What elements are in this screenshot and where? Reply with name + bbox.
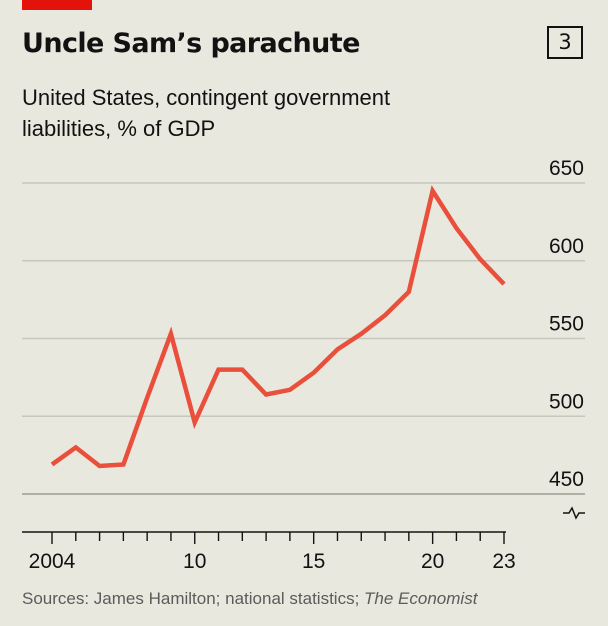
source-note: Sources: James Hamilton; national statis…	[22, 589, 477, 609]
chart-subtitle: United States, contingent government lia…	[22, 85, 391, 141]
x-tick-label: 10	[183, 550, 206, 573]
x-tick-label: 23	[492, 550, 515, 573]
x-tick-label: 2004	[29, 550, 76, 573]
source-publication: The Economist	[364, 589, 478, 608]
source-text: Sources: James Hamilton; national statis…	[22, 589, 365, 608]
series-line-0	[50, 185, 506, 469]
tick-labels: 450 500 550 600 650 2004 10 15 20 23	[29, 157, 585, 573]
brand-tag	[22, 0, 92, 10]
y-tick-label: 450	[549, 468, 584, 491]
x-tick-label: 20	[421, 550, 444, 573]
y-tick-label: 500	[549, 390, 584, 413]
x-tick-label: 15	[302, 550, 325, 573]
line-chart: 450 500 550 600 650 2004 10 15 20 23	[22, 157, 585, 573]
chart-title: Uncle Sam’s parachute	[22, 28, 360, 59]
gridlines	[22, 182, 585, 495]
y-tick-label: 650	[549, 157, 584, 180]
y-tick-label: 550	[549, 313, 584, 336]
series-layer	[50, 185, 506, 469]
x-axis	[22, 531, 506, 544]
axis-break-icon	[563, 506, 585, 520]
y-tick-label: 600	[549, 235, 584, 258]
chart-number-badge: 3	[547, 26, 583, 59]
